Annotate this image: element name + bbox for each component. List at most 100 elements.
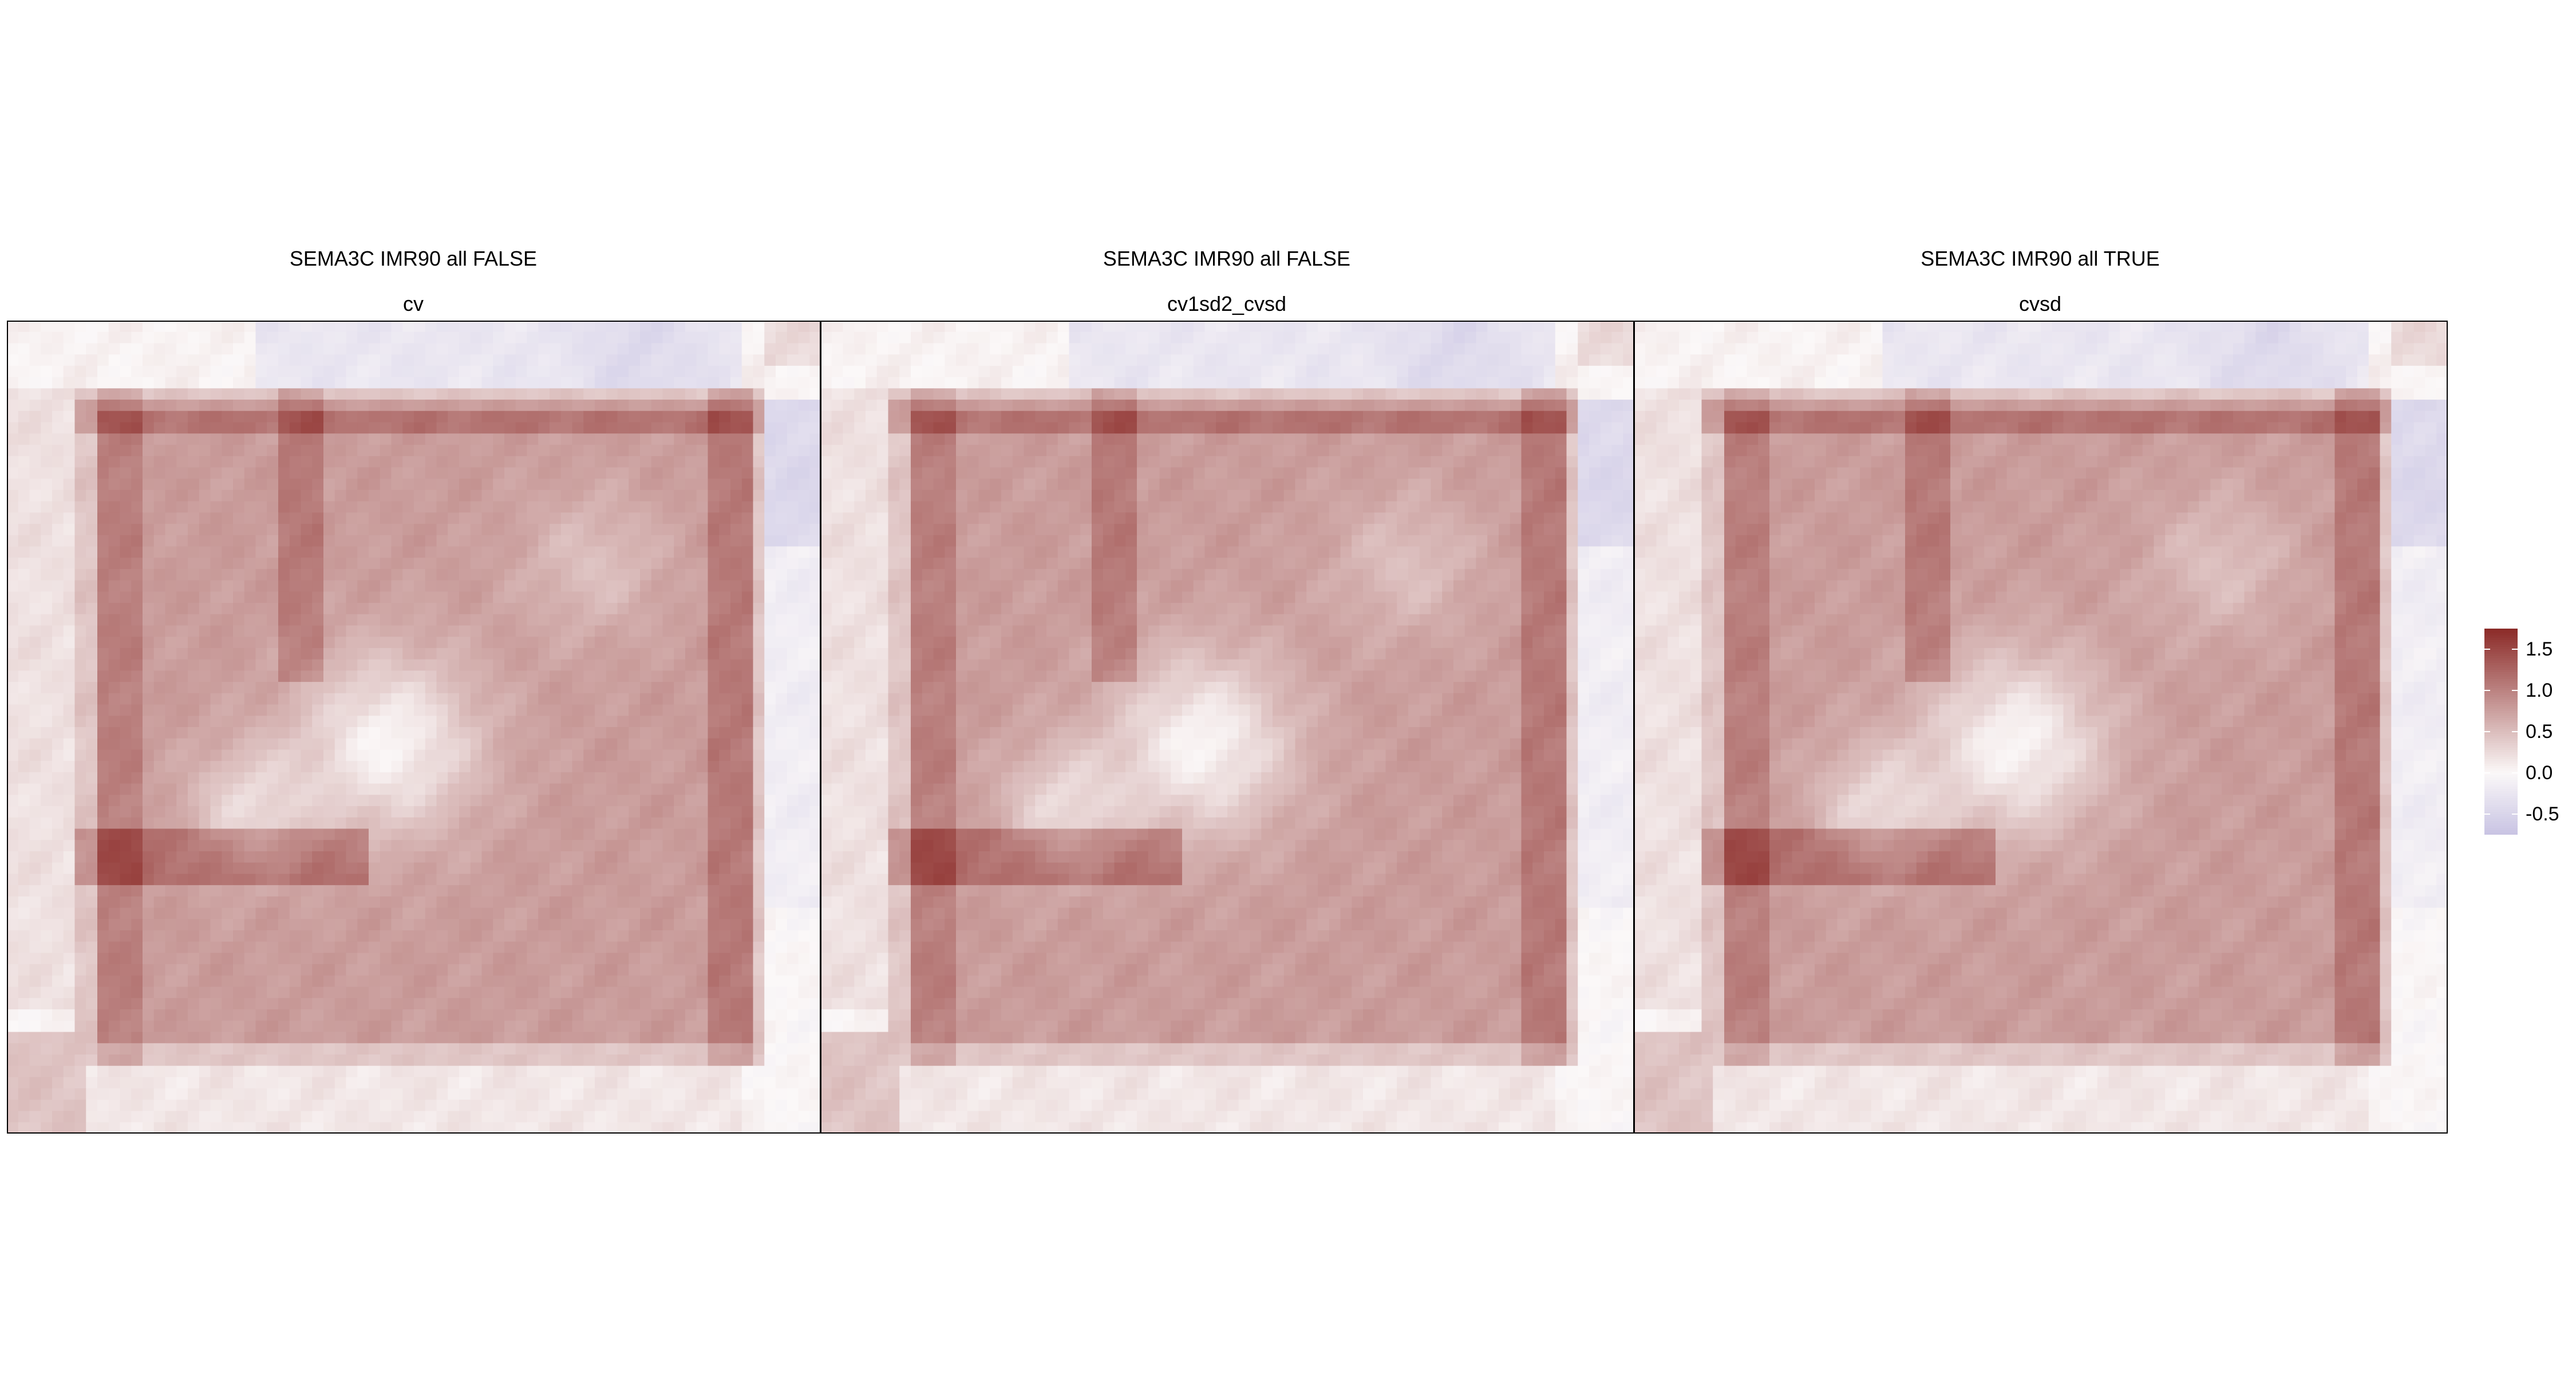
heatmap-cell: [18, 941, 30, 954]
heatmap-cell: [210, 986, 222, 998]
heatmap-cell: [29, 975, 41, 988]
heatmap-cell: [448, 1032, 460, 1044]
heatmap-cell: [753, 388, 765, 400]
heatmap-cell: [176, 964, 188, 976]
heatmap-cell: [402, 964, 414, 976]
heatmap-cell: [402, 998, 414, 1010]
heatmap-cell: [674, 761, 686, 773]
heatmap-cell: [131, 558, 143, 570]
heatmap-cell: [708, 1043, 720, 1055]
heatmap-cell: [595, 388, 607, 400]
heatmap-cell: [222, 321, 234, 333]
heatmap-cell: [199, 693, 211, 705]
heatmap-cell: [176, 422, 188, 434]
heatmap-cell: [583, 1065, 595, 1077]
heatmap-cell: [380, 941, 392, 954]
heatmap-cell: [617, 467, 629, 479]
heatmap-cell: [188, 501, 200, 513]
heatmap-cell: [595, 489, 607, 502]
heatmap-cell: [515, 828, 528, 840]
heatmap-cell: [41, 670, 53, 682]
heatmap-cell: [41, 614, 53, 626]
heatmap-cell: [436, 1032, 448, 1044]
heatmap-cell: [493, 828, 505, 840]
heatmap-cell: [617, 896, 629, 909]
heatmap-cell: [550, 874, 562, 886]
heatmap-cell: [52, 535, 64, 547]
heatmap-cell: [380, 874, 392, 886]
heatmap-cell: [74, 840, 86, 852]
heatmap-cell: [86, 625, 98, 637]
heatmap-cell: [334, 568, 347, 581]
heatmap-cell: [515, 647, 528, 660]
heatmap-cell: [493, 444, 505, 457]
heatmap-cell: [86, 568, 98, 581]
heatmap-cell: [391, 693, 403, 705]
heatmap-cell: [222, 1020, 234, 1033]
heatmap-cell: [74, 998, 86, 1010]
heatmap-cell: [165, 862, 177, 874]
heatmap-cell: [493, 625, 505, 637]
heatmap-cell: [787, 1054, 799, 1067]
heatmap-cell: [52, 682, 64, 694]
heatmap-cell: [108, 400, 121, 412]
heatmap-cell: [334, 919, 347, 931]
heatmap-cell: [481, 1077, 493, 1089]
heatmap-cell: [346, 1077, 358, 1089]
heatmap-cell: [764, 919, 776, 931]
heatmap-cell: [448, 907, 460, 919]
heatmap-cell: [787, 1065, 799, 1077]
heatmap-cell: [165, 986, 177, 998]
heatmap-cell: [97, 410, 109, 423]
heatmap-cell: [448, 558, 460, 570]
heatmap-cell: [719, 907, 731, 919]
heatmap-cell: [560, 885, 573, 897]
heatmap-cell: [108, 365, 121, 378]
heatmap-cell: [131, 659, 143, 671]
heatmap-cell: [538, 964, 550, 976]
heatmap-cell: [108, 1043, 121, 1055]
heatmap-cell: [776, 331, 788, 344]
heatmap-cell: [787, 885, 799, 897]
heatmap-cell: [459, 489, 471, 502]
heatmap-cell: [436, 603, 448, 615]
heatmap-cell: [74, 1054, 86, 1067]
heatmap-cell: [52, 693, 64, 705]
heatmap-cell: [120, 772, 132, 784]
heatmap-cell: [798, 1054, 810, 1067]
heatmap-cell: [809, 964, 821, 976]
heatmap-cell: [29, 580, 41, 592]
heatmap-cell: [629, 783, 641, 795]
heatmap-cell: [719, 614, 731, 626]
heatmap-cell: [651, 941, 663, 954]
heatmap-cell: [629, 467, 641, 479]
heatmap-cell: [222, 930, 234, 942]
heatmap-cell: [527, 377, 539, 389]
heatmap-cell: [165, 637, 177, 649]
heatmap-cell: [470, 716, 483, 728]
heatmap-cell: [41, 467, 53, 479]
heatmap-cell: [131, 1077, 143, 1089]
heatmap-cell: [776, 738, 788, 751]
heatmap-cell: [776, 1054, 788, 1067]
heatmap-cell: [685, 817, 697, 830]
heatmap-cell: [380, 738, 392, 751]
heatmap-cell: [787, 489, 799, 502]
heatmap-cell: [776, 682, 788, 694]
heatmap-cell: [7, 479, 19, 491]
heatmap-cell: [662, 1065, 674, 1077]
heatmap-cell: [617, 862, 629, 874]
heatmap-cell: [730, 591, 742, 603]
heatmap-cell: [515, 953, 528, 965]
heatmap-cell: [52, 1043, 64, 1055]
heatmap-cell: [425, 964, 437, 976]
heatmap-cell: [629, 1077, 641, 1089]
heatmap-cell: [741, 546, 754, 558]
heatmap-cell: [708, 1065, 720, 1077]
heatmap-cell: [470, 817, 483, 830]
heatmap-cell: [425, 444, 437, 457]
heatmap-cell: [63, 693, 76, 705]
heatmap-cell: [7, 1054, 19, 1067]
heatmap-cell: [244, 1020, 256, 1033]
heatmap-cell: [560, 738, 573, 751]
